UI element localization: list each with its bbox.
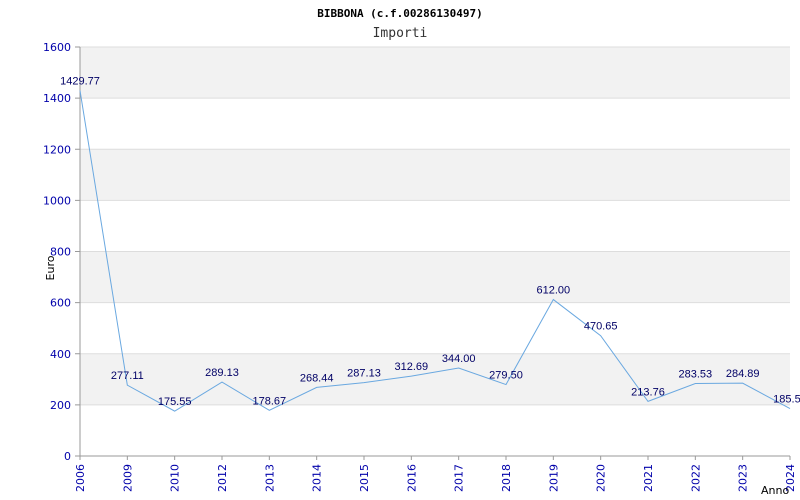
data-label: 1429.77 [60, 76, 100, 88]
y-tick-label: 1600 [43, 41, 71, 54]
data-label: 312.69 [395, 361, 429, 373]
y-tick-label: 400 [50, 348, 71, 361]
data-labels: 1429.77 277.11 175.55 289.13 178.67 268.44 287… [60, 76, 800, 409]
x-tick-label: 2023 [737, 464, 750, 492]
x-tick-label: 2021 [642, 464, 655, 492]
data-label: 284.89 [726, 368, 760, 380]
x-tick-label: 2020 [595, 464, 608, 492]
data-label: 470.65 [584, 321, 618, 333]
x-tick-label: 2014 [311, 464, 324, 492]
x-tick-label: 2006 [74, 464, 87, 492]
x-tick-label: 2018 [500, 464, 513, 492]
data-label: 268.44 [300, 372, 334, 384]
background-bands [80, 47, 790, 405]
data-label: 213.76 [631, 386, 665, 398]
x-axis-label: Anno [761, 484, 789, 497]
y-tick-label: 800 [50, 246, 71, 259]
data-label: 185.54 [773, 394, 800, 406]
data-label: 283.53 [679, 369, 713, 381]
data-label: 175.55 [158, 396, 192, 408]
chart-subtitle: Importi [373, 26, 428, 41]
grid-band [80, 47, 790, 99]
series-line [79, 90, 791, 412]
y-tick-label: 1400 [43, 92, 71, 105]
chart-title: BIBBONA (c.f.00286130497) [317, 7, 483, 20]
y-tick-label: 1200 [43, 143, 71, 156]
y-axis-label: Euro [44, 255, 57, 280]
x-tick-label: 2013 [263, 464, 276, 492]
grid-band [80, 149, 790, 201]
y-tick-label: 600 [50, 297, 71, 310]
data-label: 289.13 [205, 367, 239, 379]
x-tick-label: 2019 [547, 464, 560, 492]
x-tick-label: 2016 [405, 464, 418, 492]
data-label: 287.13 [347, 368, 381, 380]
x-tick-label: 2010 [169, 464, 182, 492]
x-tick-labels: 2006 2009 2010 2012 2013 2014 2015 2016 2017 2018… [74, 464, 797, 492]
x-tick-label: 2009 [121, 464, 134, 492]
data-label: 178.67 [253, 395, 287, 407]
grid-band [80, 251, 790, 303]
axes [75, 46, 791, 460]
y-tick-labels: 0 200 400 600 800 1000 1200 1400 1600 [43, 41, 71, 463]
x-tick-label: 2015 [358, 464, 371, 492]
x-tick-label: 2022 [689, 464, 702, 492]
x-tick-label: 2017 [453, 464, 466, 492]
data-label: 279.50 [489, 370, 523, 382]
data-label: 277.11 [111, 370, 144, 382]
data-label: 612.00 [537, 285, 571, 297]
y-tick-label: 200 [50, 399, 71, 412]
data-label: 344.00 [442, 353, 476, 365]
x-tick-label: 2024 [784, 464, 797, 492]
series-line [79, 90, 791, 412]
y-tick-label: 0 [64, 450, 71, 463]
x-tick-label: 2012 [216, 464, 229, 492]
y-tick-label: 1000 [43, 194, 71, 207]
